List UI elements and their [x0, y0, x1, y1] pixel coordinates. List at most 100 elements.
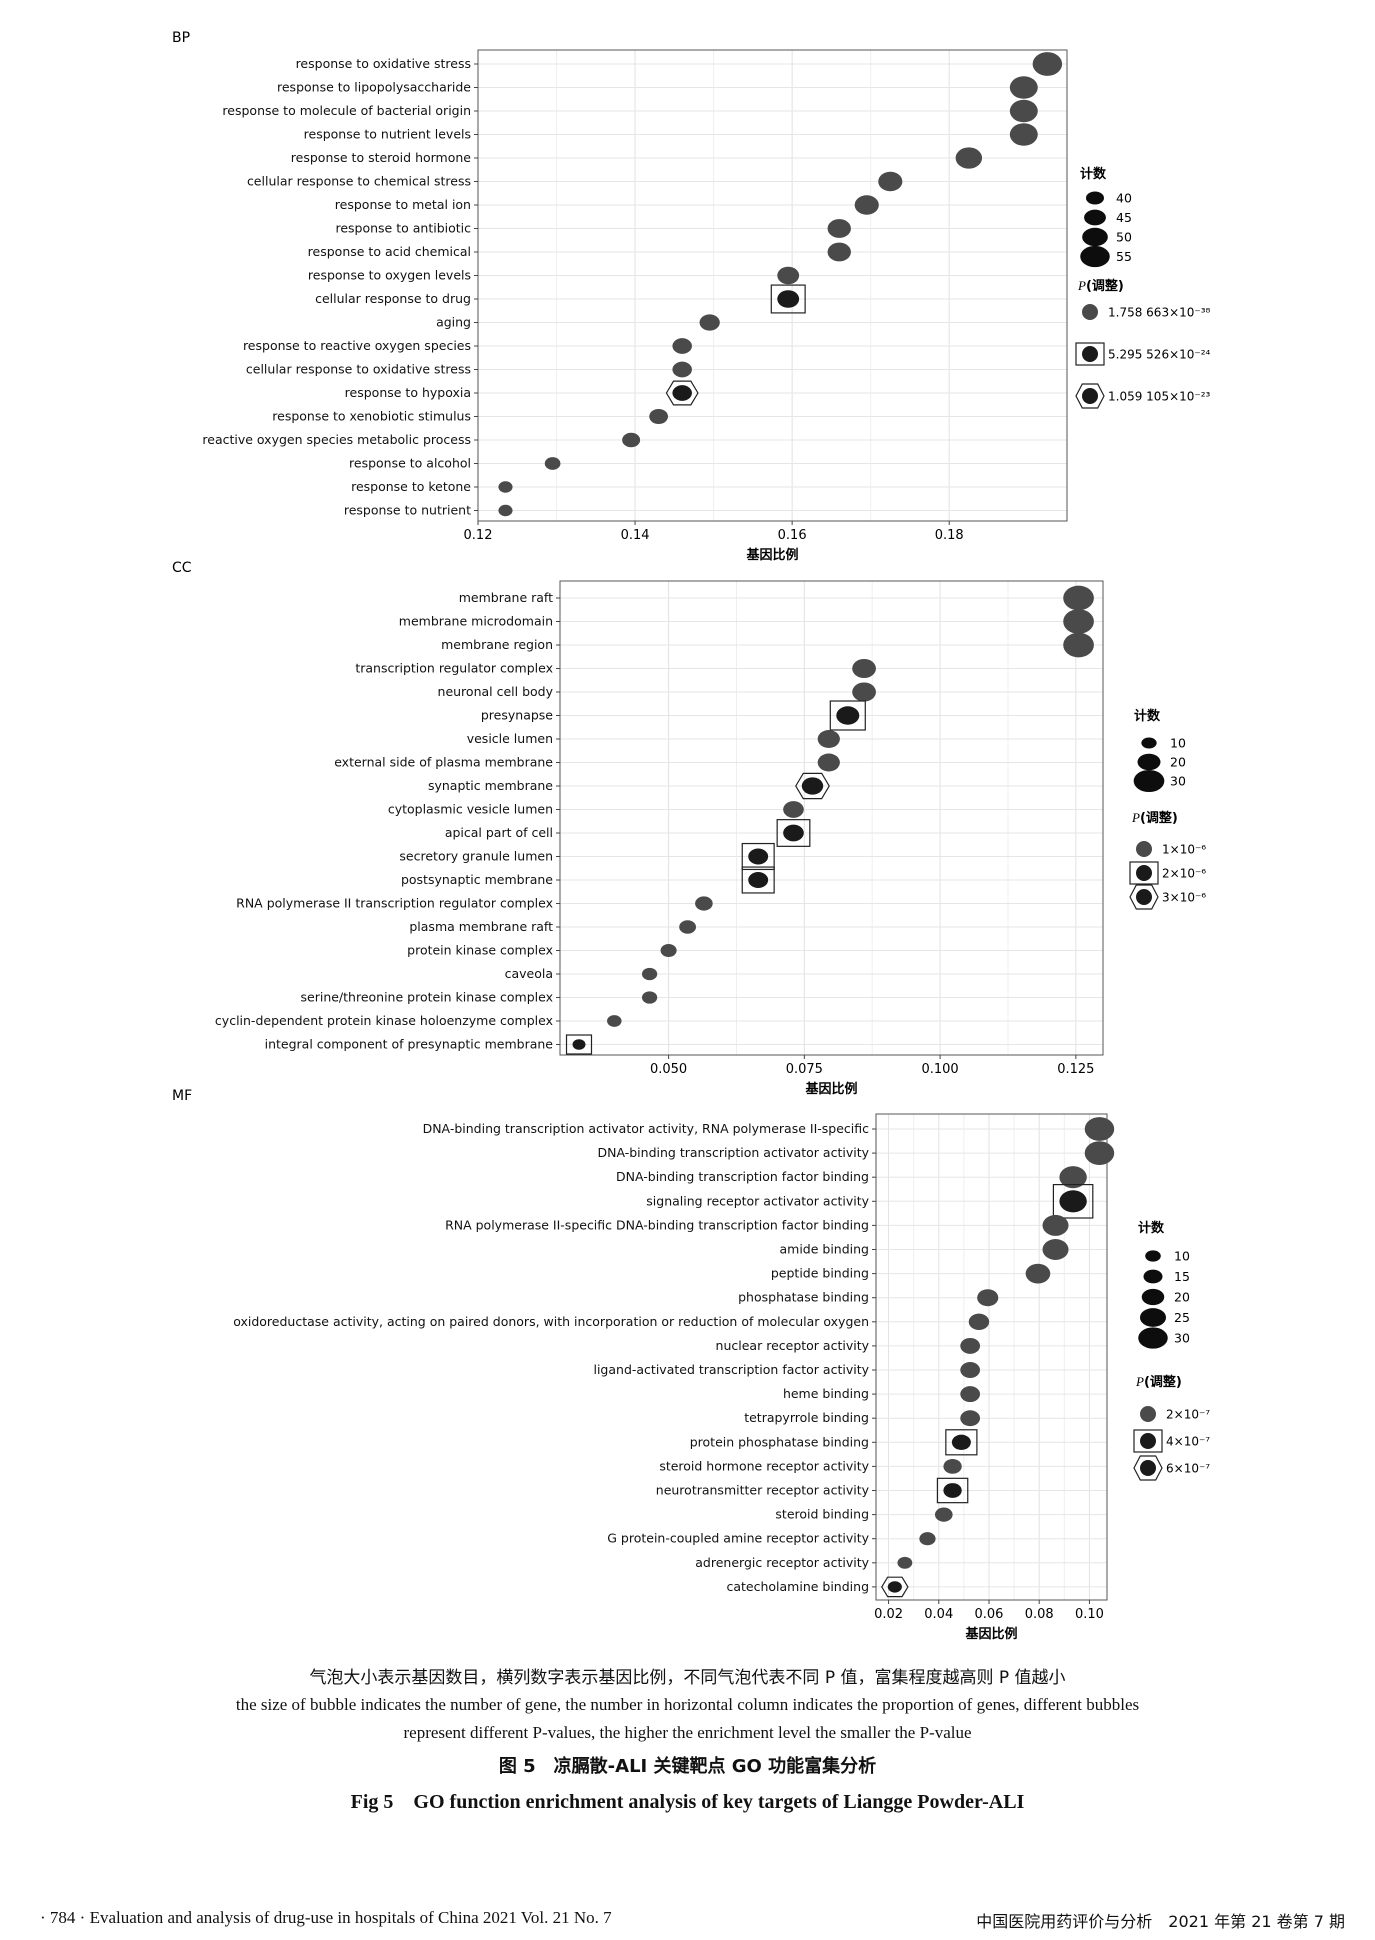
go-panel-mf: MF DNA-binding transcription activator ac…	[172, 1088, 1210, 1642]
data-bubble	[1009, 99, 1038, 123]
data-bubble	[641, 991, 658, 1004]
legend-p-label: 2×10⁻⁶	[1162, 867, 1206, 881]
data-bubble	[817, 730, 840, 748]
legend-count-key	[1084, 209, 1106, 226]
legend-count-key	[1143, 1269, 1163, 1284]
legend-p-label: 1×10⁻⁶	[1162, 843, 1206, 857]
y-tick-label: oxidoreductase activity, acting on paire…	[233, 1314, 869, 1329]
data-bubble	[641, 967, 658, 981]
legend-count-label: 30	[1174, 1331, 1190, 1346]
y-tick-label: reactive oxygen species metabolic proces…	[202, 432, 471, 447]
y-tick-label: RNA polymerase II transcription regulato…	[236, 896, 553, 911]
y-tick-label: catecholamine binding	[726, 1579, 869, 1594]
page-footer-left: · 784 · Evaluation and analysis of drug-…	[40, 1908, 612, 1927]
data-bubble	[776, 819, 811, 847]
legend-count-label: 50	[1116, 230, 1132, 245]
y-tick-label: transcription regulator complex	[355, 661, 553, 676]
caption-english-line-2: represent different P-values, the higher…	[403, 1723, 972, 1742]
legend-count-label: 10	[1170, 736, 1186, 751]
data-bubble	[936, 1477, 969, 1504]
data-bubble	[672, 338, 692, 354]
legend-count-key	[1133, 769, 1165, 793]
x-tick-label: 0.125	[1057, 1062, 1094, 1077]
data-bubble	[827, 219, 851, 238]
legend-count-key	[1138, 1327, 1168, 1349]
x-axis-label: 基因比例	[745, 547, 798, 563]
data-bubble	[854, 195, 879, 215]
y-tick-label: neuronal cell body	[438, 684, 554, 699]
data-bubble	[977, 1289, 999, 1307]
y-tick-label: presynapse	[481, 708, 553, 723]
legend-p-title: P(调整)	[1131, 810, 1178, 826]
data-bubble	[1052, 1183, 1094, 1219]
y-tick-label: neurotransmitter receptor activity	[656, 1483, 870, 1498]
legend-p-label: 1.758 663×10⁻³⁸	[1108, 306, 1211, 320]
legend-p-key	[1136, 841, 1152, 857]
y-tick-label: cellular response to drug	[315, 291, 471, 306]
plot-border	[477, 49, 1068, 522]
y-tick-label: external side of plasma membrane	[334, 755, 553, 770]
data-bubble	[1063, 609, 1094, 634]
y-tick-label: integral component of presynaptic membra…	[265, 1037, 554, 1052]
data-bubble	[1063, 585, 1094, 611]
x-tick-label: 0.10	[1075, 1607, 1104, 1622]
y-tick-label: serine/threonine protein kinase complex	[301, 990, 554, 1005]
legend-p-title: P(调整)	[1135, 1374, 1182, 1390]
data-bubble	[695, 896, 713, 911]
data-bubble	[1059, 1166, 1087, 1189]
legend-count-key	[1139, 1308, 1167, 1327]
y-tick-label: phosphatase binding	[738, 1290, 869, 1305]
legend-count: 计数 10 15 20 25 30	[1138, 1220, 1190, 1349]
grid-lines	[477, 50, 1067, 521]
x-tick-label: 0.16	[778, 528, 807, 543]
x-tick-label: 0.100	[921, 1062, 958, 1077]
y-tick-label: steroid hormone receptor activity	[659, 1458, 869, 1473]
data-bubble	[795, 772, 830, 800]
data-bubble	[498, 504, 513, 517]
legend-count-label: 10	[1174, 1249, 1190, 1264]
x-tick-label: 0.18	[935, 528, 964, 543]
y-tick-label: response to nutrient levels	[304, 127, 471, 142]
data-bubble	[960, 1337, 981, 1354]
y-tick-label: response to steroid hormone	[291, 150, 472, 165]
legend-p-adjusted: P(调整) 1.758 663×10⁻³⁸ 5.295 526×10⁻²⁴ 1.059…	[1075, 278, 1211, 409]
y-tick-label: RNA polymerase II-specific DNA-binding t…	[445, 1217, 869, 1232]
legend-count-key	[1080, 245, 1110, 268]
legend-count-key	[1141, 1288, 1165, 1306]
go-panel-cc: CC membrane raft membrane microdomain membr…	[172, 560, 1206, 1097]
y-tick-label: DNA-binding transcription activator acti…	[423, 1121, 870, 1136]
data-bubble	[960, 1410, 981, 1427]
x-tick-label: 0.04	[924, 1607, 953, 1622]
y-tick-label: response to reactive oxygen species	[243, 338, 471, 353]
legend-count-title: 计数	[1080, 166, 1107, 182]
legend-count-label: 20	[1170, 755, 1186, 770]
legend-count-title: 计数	[1138, 1220, 1165, 1236]
legend-p-key	[1082, 304, 1098, 320]
y-tick-label: nuclear receptor activity	[716, 1338, 870, 1353]
data-bubble	[783, 801, 804, 818]
y-tick-label: response to nutrient	[344, 503, 471, 518]
data-bubble	[852, 682, 876, 702]
legend-p-key	[1133, 1429, 1163, 1453]
legend-count-label: 40	[1116, 191, 1132, 206]
y-tick-label: response to molecule of bacterial origin	[222, 103, 471, 118]
legend-p-adjusted: P(调整) 1×10⁻⁶ 2×10⁻⁶ 3×10⁻⁶	[1129, 810, 1206, 910]
data-bubble	[945, 1429, 978, 1456]
data-bubble	[1042, 1214, 1069, 1236]
legend-p-label: 5.295 526×10⁻²⁴	[1108, 348, 1211, 362]
data-bubble	[968, 1313, 990, 1331]
data-bubble	[852, 658, 876, 679]
data-bubble	[1009, 123, 1038, 146]
legend-count-title: 计数	[1134, 708, 1161, 724]
figure-title-chinese: 图 5 凉膈散-ALI 关键靶点 GO 功能富集分析	[498, 1756, 877, 1777]
legend-p-key	[1140, 1406, 1156, 1422]
y-tick-label: cytoplasmic vesicle lumen	[388, 802, 553, 817]
data-bubble	[607, 1015, 622, 1027]
legend-count-key	[1141, 737, 1157, 749]
legend-count-key	[1137, 753, 1161, 771]
data-bubble	[1063, 632, 1094, 658]
data-bubble	[660, 944, 677, 957]
panel-label-cc: CC	[172, 560, 192, 576]
legend-count-label: 30	[1170, 774, 1186, 789]
data-bubble	[770, 284, 806, 314]
